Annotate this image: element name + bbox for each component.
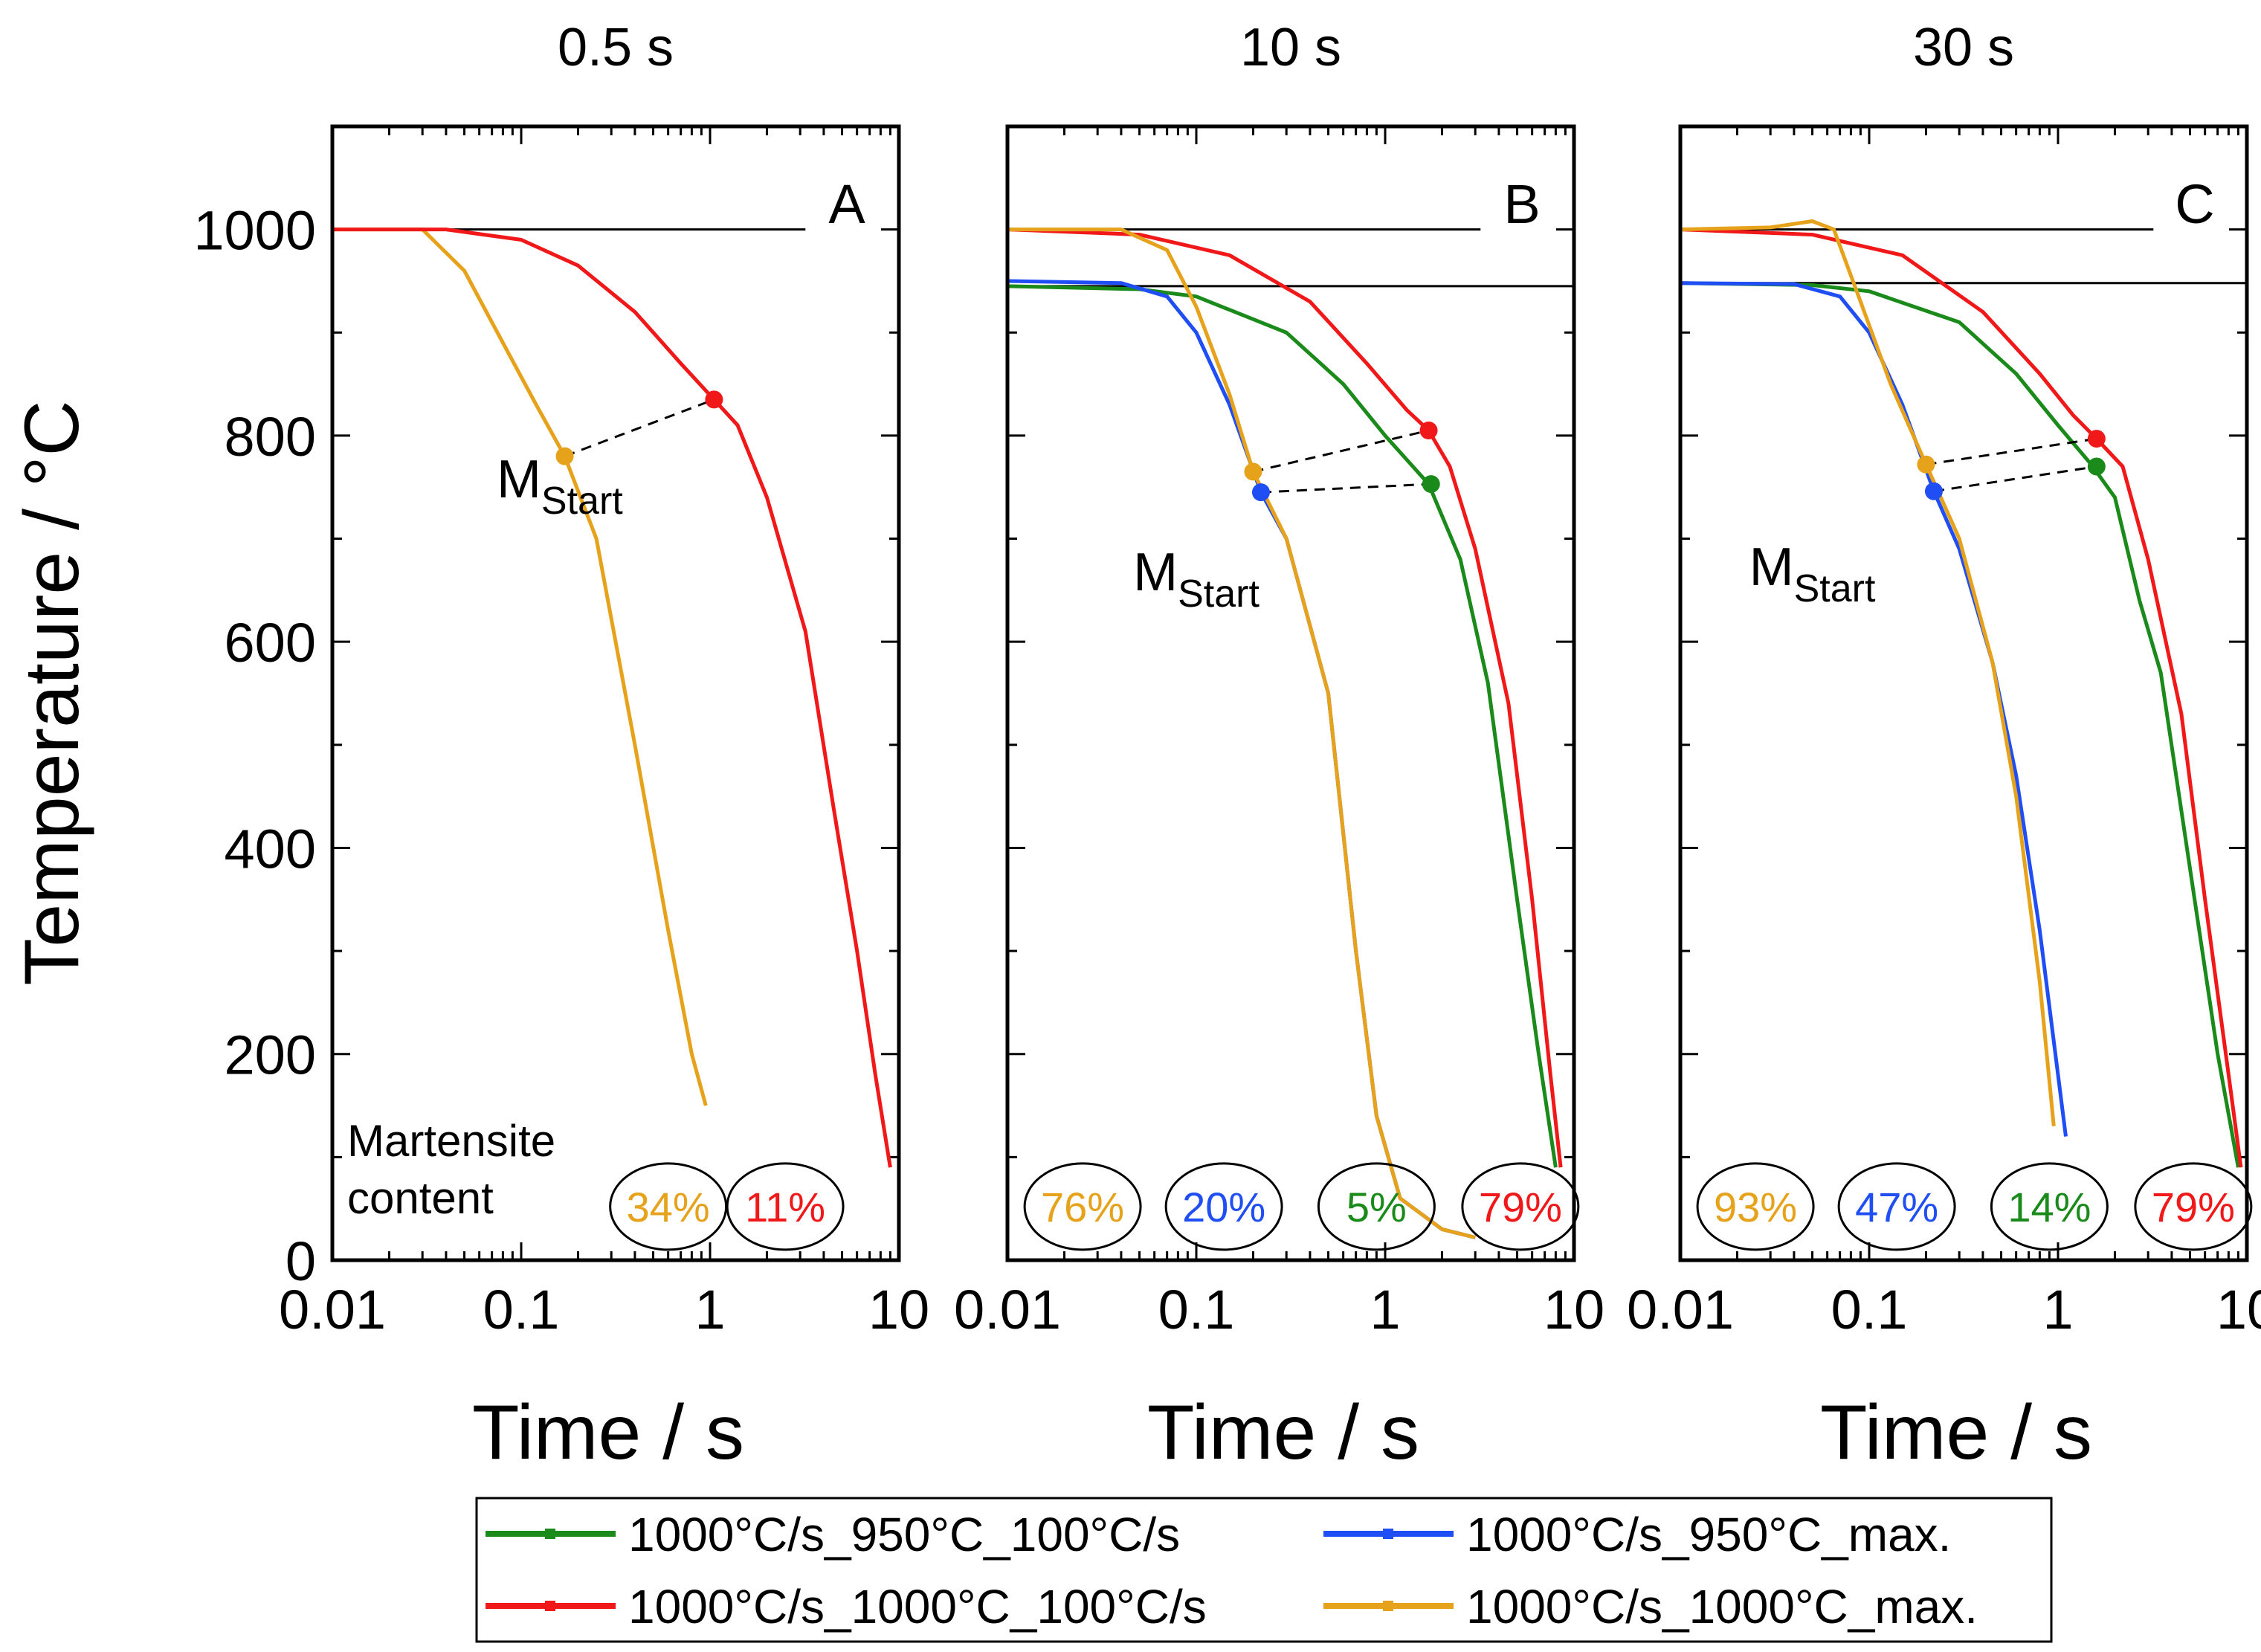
legend-label-orange: 1000°C/s_1000°C_max.	[1466, 1580, 1978, 1633]
martensite-percent-ellipse	[1461, 1162, 1580, 1251]
panel-c: 30 s 0.01 0.1 1 10 MStart C 93% 47% 14% 79% Time / …	[1627, 18, 2261, 1476]
chart-legend: 1000°C/s_950°C_100°C/s 1000°C/s_950°C_max…	[475, 1497, 2053, 1643]
series-line-green	[1007, 284, 1558, 1168]
panel-a: 0.5 s 0.01 0.1 1 10 0 200 400 600 800 1000 MStart A M…	[193, 18, 929, 1476]
series-line-orange	[1007, 228, 1476, 1239]
martensite-percent-ellipse	[1696, 1162, 1815, 1251]
ms-label: MStart	[1749, 538, 1876, 610]
martensite-percent-ellipse	[1023, 1162, 1142, 1251]
ms-label: MStart	[497, 450, 623, 523]
panel-title: 10 s	[1240, 18, 1341, 77]
ms-point-orange	[1917, 455, 1935, 474]
y-tick-label: 400	[225, 818, 316, 880]
y-tick-label: 600	[225, 612, 316, 674]
y-tick-label: 800	[225, 406, 316, 468]
martensite-percent-ellipse	[1990, 1162, 2109, 1251]
ms-label-main: M	[1133, 543, 1178, 602]
ms-dashed-link	[564, 398, 715, 458]
x-tick-label: 1	[1370, 1279, 1400, 1340]
legend-label-green: 1000°C/s_950°C_100°C/s	[628, 1508, 1180, 1561]
x-tick-label: 0.01	[279, 1279, 386, 1340]
martensite-percent-ellipse	[1164, 1162, 1283, 1251]
x-tick-label: 0.1	[1158, 1279, 1235, 1340]
x-tick-label: 10	[868, 1279, 929, 1340]
legend-marker-blue	[1383, 1529, 1393, 1539]
x-tick-label: 10	[1544, 1279, 1604, 1340]
x-axis-label: Time / s	[1147, 1390, 1419, 1476]
ms-point-orange	[1244, 462, 1262, 481]
ms-point-green	[2087, 457, 2106, 476]
content-label-line2: content	[347, 1173, 494, 1223]
ms-label: MStart	[1133, 543, 1259, 616]
martensite-percent-red: 11%	[745, 1184, 825, 1230]
ms-dashed-link	[1253, 429, 1429, 473]
martensite-percent-blue: 20%	[1182, 1184, 1265, 1230]
ms-point-red	[1419, 421, 1438, 439]
martensite-percent-ellipse	[1837, 1162, 1956, 1251]
y-tick-label: 0	[286, 1230, 316, 1292]
ms-label-main: M	[1749, 538, 1794, 597]
martensite-percent-ellipse	[1317, 1162, 1436, 1251]
ms-dashed-link	[1933, 465, 2097, 493]
panel-title: 30 s	[1913, 18, 2014, 77]
martensite-percent-ellipse	[726, 1162, 845, 1251]
martensite-percent-orange: 76%	[1041, 1184, 1124, 1230]
ms-label-sub: Start	[1794, 567, 1876, 610]
martensite-percent-orange: 93%	[1714, 1184, 1797, 1230]
plot-frame	[1678, 124, 2249, 1262]
y-axis-label: Temperature / °C	[9, 400, 95, 985]
x-tick-label: 0.01	[954, 1279, 1061, 1340]
x-tick-label: 0.01	[1627, 1279, 1734, 1340]
ms-point-orange	[555, 447, 574, 465]
ms-dashed-link	[1926, 437, 2097, 466]
legend-marker-green	[545, 1529, 555, 1539]
martensite-percent-green: 14%	[2007, 1184, 2091, 1230]
panel-letter: A	[828, 173, 865, 235]
series-line-red	[332, 228, 892, 1168]
martensite-percent-orange: 34%	[627, 1184, 710, 1230]
plot-frame	[330, 124, 901, 1262]
martensite-percent-red: 79%	[1479, 1184, 1562, 1230]
ms-point-red	[705, 390, 723, 409]
y-tick-label: 1000	[193, 200, 316, 262]
legend-box	[475, 1497, 2053, 1643]
plot-frame	[1005, 124, 1576, 1262]
ms-point-blue	[1251, 483, 1270, 502]
panel-letter: C	[2175, 173, 2214, 235]
martensite-percent-blue: 47%	[1855, 1184, 1938, 1230]
ms-point-blue	[1924, 482, 1943, 500]
x-tick-label: 0.1	[1831, 1279, 1908, 1340]
ms-point-red	[2087, 430, 2106, 448]
content-label-line1: Martensite	[347, 1116, 555, 1166]
ms-label-sub: Start	[541, 480, 623, 523]
martensite-percent-red: 79%	[2152, 1184, 2235, 1230]
legend-label-blue: 1000°C/s_950°C_max.	[1466, 1508, 1951, 1561]
x-tick-label: 0.1	[483, 1279, 560, 1340]
martensite-percent-green: 5%	[1346, 1184, 1407, 1230]
x-axis-label: Time / s	[472, 1390, 744, 1476]
panel-letter: B	[1503, 173, 1540, 235]
ms-point-green	[1422, 475, 1440, 494]
panel-title: 0.5 s	[558, 18, 674, 77]
legend-marker-orange	[1383, 1601, 1393, 1611]
panel-b: 10 s 0.01 0.1 1 10 MStart B 76% 20% 5% 79% Time / s	[954, 18, 1604, 1476]
legend-label-red: 1000°C/s_1000°C_100°C/s	[628, 1580, 1207, 1633]
x-tick-label: 1	[2042, 1279, 2073, 1340]
y-tick-label: 200	[225, 1025, 316, 1086]
x-axis-label: Time / s	[1820, 1390, 2092, 1476]
x-tick-label: 10	[2216, 1279, 2261, 1340]
ms-label-sub: Start	[1178, 572, 1259, 616]
ms-label-main: M	[497, 450, 541, 509]
chart-panels: 0.5 s0.01 0.1 1 1002004006008001000MStartAM…	[9, 18, 2261, 1476]
legend-marker-red	[545, 1601, 555, 1611]
series-line-orange	[1680, 219, 2056, 1127]
x-tick-label: 1	[694, 1279, 725, 1340]
martensite-percent-ellipse	[2134, 1162, 2253, 1251]
